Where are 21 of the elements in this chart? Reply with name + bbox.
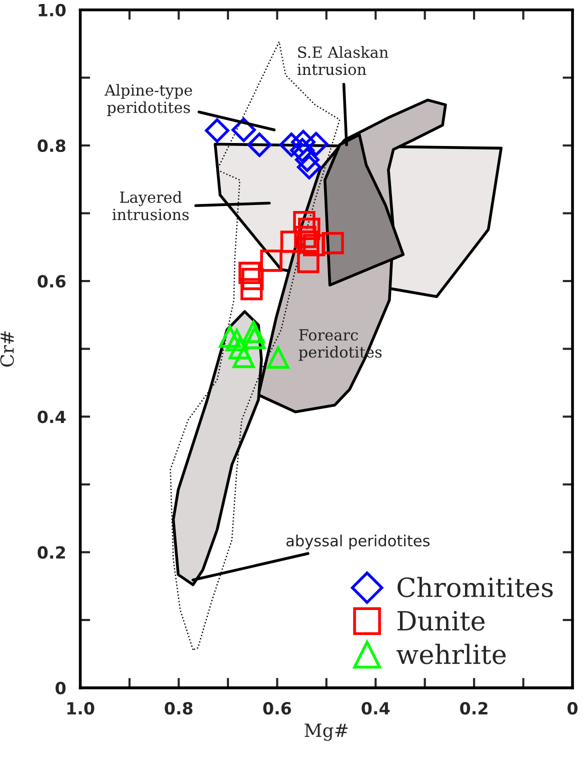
x-axis-title: Mg#: [304, 724, 348, 741]
y-tick-label: 0.8: [38, 139, 66, 152]
annotation: abyssal peridotites: [286, 534, 430, 550]
annotation: Layered intrusions: [112, 191, 189, 220]
legend-label: Chromitites: [398, 576, 553, 598]
x-tick-label: 0.2: [460, 702, 488, 715]
annotation: Alpine-type peridotites: [104, 84, 192, 116]
legend-label: wehrlite: [396, 644, 506, 664]
x-tick-label: 0: [568, 702, 578, 715]
legend-label: Dunite: [398, 610, 485, 631]
y-tick-label: 0: [56, 682, 66, 694]
y-tick-label: 1.0: [38, 4, 66, 16]
y-tick-label: 0.4: [38, 410, 66, 424]
y-tick-label: 0.6: [38, 275, 66, 288]
x-tick-label: 1.0: [67, 702, 94, 715]
x-tick-label: 0.8: [164, 702, 192, 715]
y-axis-title: Cr#: [0, 331, 14, 367]
x-tick-label: 0.4: [362, 702, 390, 715]
annotation: S.E Alaskan intrusion: [297, 46, 388, 76]
y-tick-label: 0.2: [38, 546, 65, 559]
x-tick-label: 0.6: [263, 702, 292, 715]
